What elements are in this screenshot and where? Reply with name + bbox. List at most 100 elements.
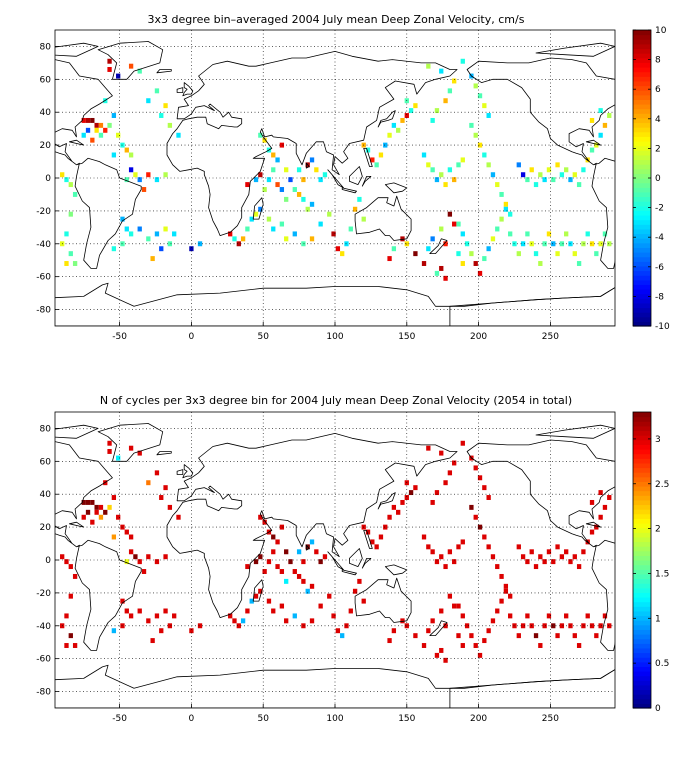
data-bin [542, 559, 547, 565]
data-bin [495, 182, 500, 188]
data-bin [555, 633, 560, 639]
data-bin [486, 113, 491, 118]
y-tick-label: 60 [40, 75, 52, 85]
colorbar-band [633, 541, 651, 547]
data-bin [469, 504, 474, 510]
colorbar-band [633, 270, 651, 276]
coastline-layer [55, 41, 615, 326]
data-bin [408, 108, 414, 114]
data-bin [426, 628, 431, 634]
colorbar-tick-label: 0 [655, 174, 661, 184]
colorbar-band [633, 462, 651, 469]
data-bin [141, 569, 147, 574]
colorbar-band [633, 472, 651, 478]
data-bin [533, 251, 539, 257]
data-bin [64, 177, 69, 183]
data-bin [150, 256, 155, 262]
data-bin [572, 554, 577, 560]
coastline [429, 238, 448, 254]
x-tick-label: -50 [112, 332, 127, 342]
data-bin [284, 236, 289, 242]
data-bin [447, 88, 453, 94]
data-bin [90, 499, 95, 505]
data-bin [322, 172, 328, 178]
data-bin [594, 524, 599, 530]
data-bin [456, 603, 461, 609]
data-bin [387, 514, 392, 520]
coastline [354, 195, 412, 241]
data-bin [275, 157, 280, 163]
data-bin [98, 504, 104, 510]
x-tick-label: 200 [470, 332, 487, 342]
y-tick-label: 80 [40, 42, 52, 52]
colorbar-band [633, 284, 651, 290]
data-bin [163, 608, 168, 614]
data-bin [167, 241, 173, 247]
coastline [166, 433, 458, 618]
grid [55, 412, 615, 708]
data-bin [305, 588, 310, 594]
y-tick-label: 0 [45, 556, 51, 566]
data-bin [120, 216, 125, 222]
data-bin [128, 549, 134, 555]
colorbar-tick-label: -2 [655, 204, 664, 214]
data-bin [111, 113, 117, 118]
colorbar-band [633, 583, 651, 589]
y-tick-label: 40 [40, 490, 52, 500]
data-bin [245, 226, 250, 232]
colorbar-band [633, 256, 651, 262]
data-bin [499, 216, 504, 222]
colorbar-band [633, 634, 651, 640]
chart-title: 3x3 degree bin–averaged 2004 July mean D… [148, 13, 525, 26]
data-bin [594, 142, 599, 148]
panel-cycles: N of cycles per 3x3 degree bin for 2004 … [36, 394, 669, 724]
x-tick-label: 250 [542, 714, 559, 724]
data-bin [430, 618, 435, 624]
data-bin [111, 495, 117, 500]
data-bin [64, 261, 69, 266]
data-bin [72, 643, 78, 648]
data-bin [288, 559, 293, 565]
data-bin [538, 554, 543, 560]
data-bin [85, 117, 91, 123]
data-bin [124, 177, 129, 183]
data-bin [508, 593, 513, 599]
data-bin [546, 549, 552, 555]
colorbar-band [633, 671, 651, 677]
data-bin [327, 211, 332, 217]
x-tick-label: 150 [398, 714, 415, 724]
data-bin [68, 211, 73, 217]
data-bin [85, 509, 91, 515]
data-bin [146, 98, 151, 104]
data-bin [421, 534, 427, 540]
data-bin [301, 559, 306, 565]
data-bin [266, 216, 272, 222]
colorbar-band [633, 182, 651, 188]
data-bin [469, 122, 474, 128]
colorbar-band [633, 275, 651, 281]
x-tick-label: 50 [257, 714, 269, 724]
data-bin [68, 593, 73, 599]
data-bin [456, 162, 461, 168]
data-bin [589, 499, 595, 505]
colorbar: 10 8 6 4 2 0 -2 -4 -6 -8 -10 [632, 26, 670, 332]
data-bin [107, 449, 112, 454]
data-bin [374, 162, 379, 168]
colorbar-band [633, 108, 651, 114]
data-bin [314, 167, 319, 173]
data-bin [64, 643, 69, 648]
data-bin [439, 68, 444, 74]
colorbar-band [633, 481, 651, 487]
data-bin [357, 578, 362, 584]
data-bin [546, 231, 552, 237]
x-tick-label: 50 [257, 332, 269, 342]
data-bin [128, 63, 134, 69]
data-bin [391, 122, 397, 128]
data-bin [456, 221, 461, 227]
data-bin [128, 534, 134, 540]
data-bin [275, 539, 280, 545]
data-bin [292, 569, 297, 574]
data-bin [576, 182, 582, 188]
data-bin [284, 167, 289, 173]
colorbar-band [633, 104, 651, 110]
